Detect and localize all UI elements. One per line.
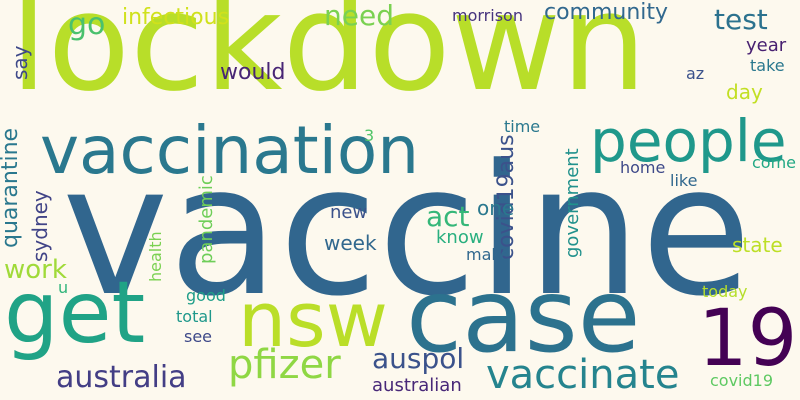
word: lockdown — [10, 0, 647, 121]
word: pfizer — [228, 342, 341, 388]
word: covid19 — [710, 371, 774, 390]
word: government — [562, 148, 583, 258]
word: infectious — [122, 5, 230, 30]
word: take — [750, 56, 785, 75]
word: make — [466, 245, 510, 264]
word: see — [184, 327, 213, 346]
word: community — [544, 0, 669, 25]
word: auspol — [372, 342, 465, 375]
word: vaccinate — [486, 352, 680, 398]
word: like — [670, 171, 698, 190]
word: know — [436, 227, 484, 248]
word: morrison — [452, 6, 523, 25]
word: would — [220, 60, 286, 85]
word: australia — [56, 360, 187, 395]
word: time — [504, 117, 541, 136]
word: vaccination — [40, 112, 420, 189]
word: work — [4, 255, 67, 285]
word: 19 — [698, 294, 798, 384]
word: nsw — [238, 275, 388, 364]
word: good — [186, 286, 226, 305]
word: total — [176, 307, 213, 326]
word: sydney — [28, 190, 52, 262]
word: go — [68, 7, 106, 42]
word: get — [4, 263, 146, 363]
word: case — [406, 257, 641, 376]
word: test — [714, 3, 768, 36]
word: today — [702, 282, 748, 301]
word: u — [58, 278, 69, 297]
word: az — [686, 64, 705, 83]
word: come — [752, 153, 797, 172]
word: 3 — [364, 126, 375, 145]
word: year — [746, 35, 787, 56]
word: need — [324, 0, 394, 32]
word: say — [8, 45, 32, 80]
word: state — [732, 233, 783, 257]
word: vaccine — [62, 127, 752, 336]
word: australian — [372, 375, 462, 396]
word: new — [330, 202, 368, 223]
word: home — [620, 158, 666, 177]
word: quarantine — [0, 127, 23, 248]
word: week — [324, 231, 377, 255]
word: health — [146, 231, 165, 282]
word: day — [726, 80, 763, 104]
word: one — [477, 196, 515, 220]
word: pandemic — [196, 175, 217, 264]
word: people — [590, 107, 787, 175]
word: act — [426, 200, 470, 233]
